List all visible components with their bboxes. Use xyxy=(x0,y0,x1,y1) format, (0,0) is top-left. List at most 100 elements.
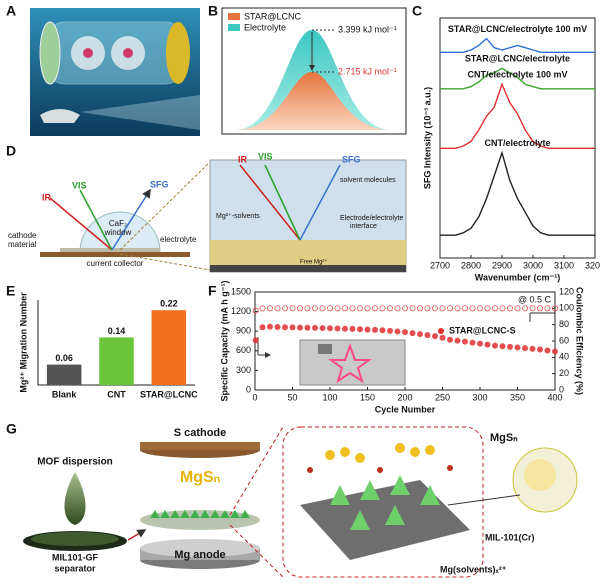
data-point xyxy=(334,305,341,312)
data-point xyxy=(379,327,386,334)
value-label: 0.22 xyxy=(160,299,178,309)
y-axis-label: Mg²⁺ Migration Number xyxy=(18,292,28,393)
data-point xyxy=(319,305,326,312)
x-tick-label: 2800 xyxy=(461,260,481,270)
bar xyxy=(99,337,134,385)
data-point xyxy=(469,339,476,346)
data-point xyxy=(311,305,318,312)
legend-label: STAR@LCNC-S xyxy=(449,325,516,335)
data-point xyxy=(446,336,453,343)
data-point xyxy=(431,333,438,340)
diagram-label: electrolyte xyxy=(160,235,197,244)
data-point xyxy=(506,343,513,350)
data-point xyxy=(371,326,378,333)
data-point xyxy=(311,324,318,331)
data-point xyxy=(552,305,559,312)
data-point xyxy=(439,334,446,341)
diagram-label: IR xyxy=(238,154,248,164)
panel-g-illustration xyxy=(23,426,578,578)
data-point xyxy=(274,305,281,312)
y-tick-label: 900 xyxy=(236,326,251,336)
data-point xyxy=(326,325,333,332)
plot-frame xyxy=(439,17,596,259)
y2-tick-label: 120 xyxy=(559,286,574,296)
series-label: CNT/electrolyte 100 mV xyxy=(467,70,567,80)
data-point xyxy=(491,305,498,312)
data-point xyxy=(341,325,348,332)
data-point xyxy=(304,324,311,331)
data-point xyxy=(341,305,348,312)
y-tick-label: 1200 xyxy=(231,306,251,316)
data-point xyxy=(416,305,423,312)
data-point xyxy=(326,305,333,312)
data-point xyxy=(386,327,393,334)
data-point xyxy=(401,305,408,312)
diagram-label: window xyxy=(104,228,132,237)
y2-tick-label: 60 xyxy=(559,335,569,345)
data-point xyxy=(544,305,551,312)
data-point xyxy=(386,305,393,312)
y2-tick-label: 100 xyxy=(559,303,574,313)
spectrum-line xyxy=(440,82,595,149)
data-point xyxy=(349,305,356,312)
data-point xyxy=(371,305,378,312)
data-point xyxy=(409,330,416,337)
data-point xyxy=(252,307,259,314)
data-point xyxy=(259,305,266,312)
diagram-label: MIL101-GF xyxy=(52,552,99,562)
data-point xyxy=(439,305,446,312)
data-point xyxy=(296,324,303,331)
diagram-label: interface xyxy=(350,223,377,230)
data-point xyxy=(394,328,401,335)
panel-b-diagram xyxy=(221,7,407,135)
diagram-label: MOF dispersion xyxy=(37,457,113,468)
y2-tick-label: 40 xyxy=(559,352,569,362)
x-axis-label: Cycle Number xyxy=(375,404,436,414)
diagram-label: Mg anode xyxy=(174,549,225,561)
diagram-label: solvent molecules xyxy=(340,177,396,184)
data-point xyxy=(522,305,529,312)
y-tick-label: 600 xyxy=(236,345,251,355)
data-point xyxy=(431,305,438,312)
x-tick-label: 200 xyxy=(397,392,412,402)
y2-tick-label: 20 xyxy=(559,368,569,378)
diagram-label: Free Mg²⁺ xyxy=(300,259,328,266)
data-point xyxy=(499,343,506,350)
x-tick-label: 300 xyxy=(472,392,487,402)
diagram-label: MIL-101(Cr) xyxy=(485,532,535,542)
panel-a-illustration xyxy=(30,8,200,136)
axes xyxy=(37,300,195,386)
spectrum-line xyxy=(440,37,595,53)
data-point xyxy=(364,305,371,312)
data-point xyxy=(537,346,544,353)
data-point xyxy=(416,331,423,338)
annotation: 2.715 kJ mol⁻¹ xyxy=(338,66,397,76)
panel-label: E xyxy=(6,283,15,299)
legend-marker xyxy=(438,328,444,334)
diagram-label: VIS xyxy=(72,180,87,190)
bar xyxy=(46,364,82,385)
x-tick-label: 0 xyxy=(252,392,257,402)
data-point xyxy=(469,305,476,312)
data-point xyxy=(274,323,281,330)
diagram-label: S cathode xyxy=(174,427,227,439)
data-point xyxy=(514,344,521,351)
data-point xyxy=(454,305,461,312)
value-label: 0.06 xyxy=(55,353,73,363)
panel-label: G xyxy=(6,421,17,437)
legend-label: Electrolyte xyxy=(244,22,286,32)
x-tick-label: STAR@LCNC xyxy=(140,389,198,399)
panel-label: A xyxy=(6,3,16,19)
data-point xyxy=(281,324,288,331)
legend-label: STAR@LCNC xyxy=(244,11,301,21)
x-tick-label: 150 xyxy=(360,392,375,402)
diagram-label: Mg(solvents)ₓ²⁺ xyxy=(440,564,507,574)
annotation: @ 0.5 C xyxy=(518,294,552,304)
data-point xyxy=(266,305,273,312)
data-point xyxy=(522,345,529,352)
diagram-label: CaF₂ xyxy=(109,219,127,228)
x-tick-label: 350 xyxy=(510,392,525,402)
x-axis-label: Wavenumber (cm⁻¹) xyxy=(475,272,560,282)
bar xyxy=(151,310,187,385)
